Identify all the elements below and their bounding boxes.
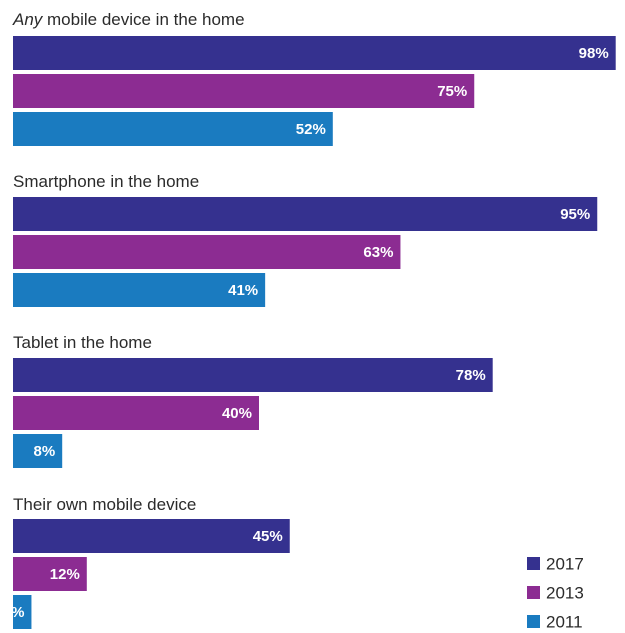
group-label-text: Tablet in the home (13, 333, 152, 352)
group-label-2: Smartphone in the home (13, 172, 199, 191)
bar-value-label-2017-4: 45% (253, 528, 283, 545)
legend-label-2011: 2011 (546, 613, 583, 632)
bar-value-label-2017-1: 98% (579, 45, 609, 62)
bar-2011-4 (13, 595, 32, 629)
group-label-emphasis: Any (12, 10, 44, 29)
bar-2017-1 (13, 36, 616, 70)
bar-2011-3 (13, 434, 63, 468)
legend-label-2013: 2013 (546, 584, 584, 603)
bar-2013-2 (13, 235, 401, 269)
bar-2013-3 (13, 396, 259, 430)
bar-2017-3 (13, 358, 493, 392)
legend-swatch-2013 (527, 586, 540, 599)
bar-value-label-2011-1: 52% (296, 121, 326, 138)
bar-value-label-2011-2: 41% (228, 282, 258, 299)
bar-2013-1 (13, 74, 475, 108)
bar-value-label-2011-3: 8% (34, 443, 56, 460)
group-label-3: Tablet in the home (13, 333, 152, 352)
bar-2017-4 (13, 519, 290, 553)
group-label-text: mobile device in the home (42, 10, 244, 29)
bar-2011-2 (13, 273, 266, 307)
legend-swatch-2017 (527, 557, 540, 570)
legend-swatch-2011 (527, 615, 540, 628)
bar-2011-1 (13, 112, 333, 146)
bar-value-label-2013-2: 63% (363, 244, 393, 261)
group-label-4: Their own mobile device (13, 495, 196, 514)
bar-value-label-2011-4: 3% (3, 604, 25, 621)
group-label-text: Smartphone in the home (13, 172, 199, 191)
group-label-1: Any mobile device in the home (12, 10, 245, 29)
bar-value-label-2013-4: 12% (50, 566, 80, 583)
bar-value-label-2017-2: 95% (560, 206, 590, 223)
bar-value-label-2017-3: 78% (456, 367, 486, 384)
bar-value-label-2013-3: 40% (222, 405, 252, 422)
group-label-text: Their own mobile device (13, 495, 196, 514)
bar-2013-4 (13, 557, 87, 591)
bar-2017-2 (13, 197, 598, 231)
legend-label-2017: 2017 (546, 555, 584, 574)
bar-value-label-2013-1: 75% (437, 83, 467, 100)
